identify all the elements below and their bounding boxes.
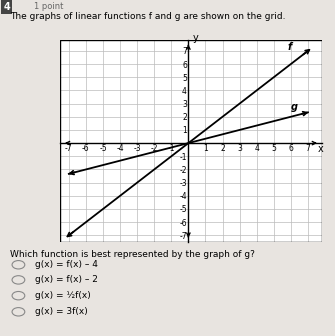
Text: f: f xyxy=(287,42,292,51)
Text: The graphs of linear functions f and g are shown on the grid.: The graphs of linear functions f and g a… xyxy=(10,12,285,21)
Text: g(x) = f(x) – 2: g(x) = f(x) – 2 xyxy=(35,276,98,284)
Text: 1 point: 1 point xyxy=(34,2,63,11)
Text: g: g xyxy=(291,102,298,112)
Text: 4: 4 xyxy=(3,2,10,12)
Text: Which function is best represented by the graph of g?: Which function is best represented by th… xyxy=(10,250,255,259)
Text: y: y xyxy=(193,33,198,43)
Text: g(x) = f(x) – 4: g(x) = f(x) – 4 xyxy=(35,260,98,269)
Text: x: x xyxy=(318,144,324,154)
Text: g(x) = 3f(x): g(x) = 3f(x) xyxy=(35,307,88,316)
Text: g(x) = ½f(x): g(x) = ½f(x) xyxy=(35,291,91,300)
